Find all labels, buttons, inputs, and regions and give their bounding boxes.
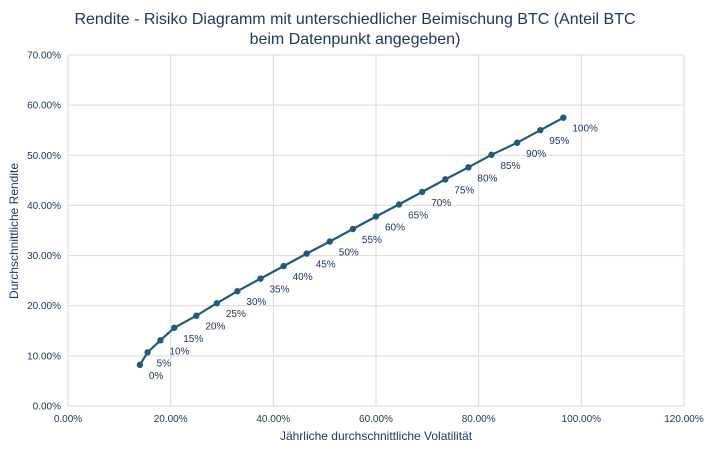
data-label: 95%	[549, 136, 569, 147]
data-label: 85%	[501, 161, 521, 172]
data-point	[157, 337, 164, 344]
y-tick-label: 10.00%	[27, 351, 61, 362]
data-point	[280, 262, 287, 270]
chart-title-line-1: Rendite - Risiko Diagramm mit unterschie…	[74, 11, 635, 28]
data-label: 90%	[526, 149, 546, 160]
data-label: 20%	[205, 322, 225, 333]
data-point	[372, 213, 380, 220]
y-tick-label: 0.00%	[33, 402, 61, 413]
data-label: 25%	[226, 309, 246, 320]
data-label: 70%	[431, 198, 451, 209]
y-tick-label: 60.00%	[27, 101, 61, 112]
data-label: 55%	[362, 235, 382, 246]
data-label: 5%	[157, 358, 172, 369]
y-tick-label: 50.00%	[27, 151, 61, 162]
x-tick-label: 100.00%	[562, 414, 602, 425]
series-line	[138, 116, 564, 366]
y-tick-label: 40.00%	[27, 201, 61, 212]
axis-ticks: 0.00% 20.00% 40.00% 60.00% 80.00% 100.00% 120.…	[27, 51, 704, 426]
data-point	[442, 176, 449, 183]
data-point	[349, 225, 357, 233]
data-point	[213, 300, 221, 307]
data-point	[303, 250, 310, 257]
data-label: 35%	[270, 285, 290, 296]
x-tick-label: 80.00%	[462, 414, 496, 425]
y-tick-label: 30.00%	[27, 251, 61, 262]
data-label: 0%	[149, 371, 164, 382]
y-tick-label: 70.00%	[27, 51, 61, 62]
data-label: 45%	[316, 260, 336, 271]
data-point	[560, 114, 567, 121]
chart-title-line-2: beim Datenpunkt angegeben)	[250, 31, 461, 48]
data-point	[171, 324, 178, 331]
data-point	[234, 287, 241, 295]
data-label: 80%	[477, 173, 497, 184]
data-label: 75%	[454, 185, 474, 196]
y-tick-label: 20.00%	[27, 301, 61, 312]
x-axis-title: Jährliche durchschnittliche Volatilität	[280, 429, 473, 443]
x-tick-label: 40.00%	[256, 414, 290, 425]
data-label: 40%	[293, 272, 313, 283]
point-labels: 0% 5%10%15%20%25%30% 35%40%45%50%55%60%65%…	[149, 124, 598, 382]
data-point	[136, 361, 144, 369]
data-label: 30%	[246, 297, 266, 308]
x-tick-label: 0.00%	[54, 414, 82, 425]
data-point	[257, 275, 264, 282]
data-point	[465, 164, 472, 171]
data-label: 50%	[339, 248, 359, 259]
data-point	[513, 139, 521, 146]
data-point	[144, 349, 151, 356]
grid	[67, 54, 685, 407]
data-label: 15%	[183, 334, 203, 345]
x-tick-label: 20.00%	[154, 414, 188, 425]
data-point	[419, 188, 426, 196]
data-point	[326, 238, 333, 245]
data-label: 10%	[169, 346, 189, 357]
data-label: 100%	[572, 124, 598, 135]
y-axis-title: Durchschnittliche Rendite	[7, 163, 21, 299]
series-layer	[136, 114, 567, 369]
data-label: 65%	[408, 210, 428, 221]
x-tick-label: 60.00%	[359, 414, 393, 425]
data-point	[537, 127, 544, 134]
data-label: 60%	[385, 222, 405, 233]
x-tick-label: 120.00%	[664, 414, 704, 425]
data-point	[395, 201, 403, 208]
data-point	[488, 151, 495, 158]
data-point	[193, 312, 200, 319]
